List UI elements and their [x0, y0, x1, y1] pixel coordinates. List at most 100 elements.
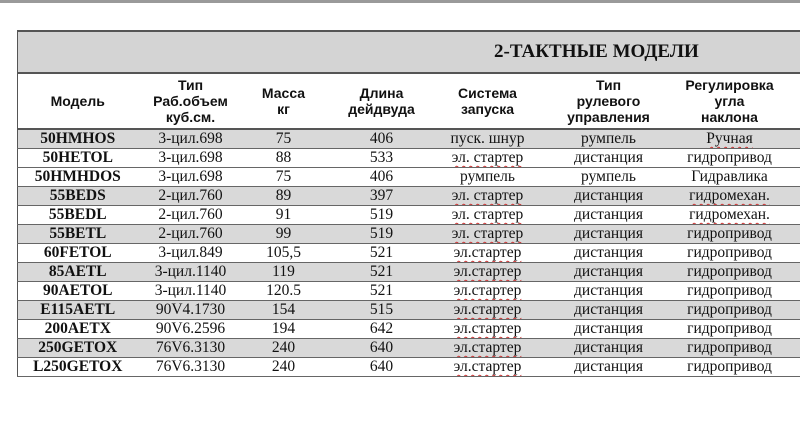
cell-extra: [777, 186, 800, 206]
cell-tilt: гидропривод: [681, 300, 778, 320]
cell-start: эл.стартер: [439, 319, 536, 339]
cell-mass: 75: [243, 167, 324, 187]
cell-type: 3-цил.698: [137, 129, 244, 149]
cell-mass: 88: [243, 148, 324, 168]
cell-text: 3-цил.1140: [154, 263, 227, 280]
cell-text: 642: [369, 320, 394, 337]
table-row: E115AETL 90V4.1730 154 515 эл.стартер дистанц…: [17, 300, 800, 320]
cell-extra: [777, 148, 800, 168]
cell-text: 2-цил.760: [158, 206, 223, 223]
cell-text: гидропривод: [687, 263, 772, 280]
cell-steering: дистанция: [535, 243, 682, 263]
cell-text: эл.стартер: [453, 301, 522, 318]
cell-text: гидромехан.: [689, 206, 770, 223]
table-row: 60FETOL 3-цил.849 105,5 521 эл.стартер дистан…: [17, 243, 800, 263]
cell-mass: 105,5: [243, 243, 324, 263]
cell-model: 55BEDL: [17, 205, 138, 225]
cell-model: 50HMHDOS: [17, 167, 138, 187]
cell-text: 55BETL: [49, 225, 107, 242]
cell-start: эл. стартер: [439, 186, 536, 206]
cell-text: 200AETX: [44, 320, 111, 337]
cell-text: 50HMHOS: [40, 130, 116, 147]
cell-text: 154: [271, 301, 296, 318]
cell-tilt: гидропривод: [681, 281, 778, 301]
top-divider: [0, 0, 800, 3]
cell-extra: [777, 243, 800, 263]
cell-extra: [777, 338, 800, 358]
cell-text: 50HETOL: [42, 149, 113, 166]
cell-mass: 99: [243, 224, 324, 244]
cell-text: дистанция: [574, 149, 643, 166]
cell-steering: румпель: [535, 129, 682, 149]
cell-model: 50HETOL: [17, 148, 138, 168]
cell-mass: 120.5: [243, 281, 324, 301]
cell-text: 250GETOX: [38, 339, 118, 356]
cell-text: 90V6.2596: [155, 320, 226, 337]
cell-extra: [777, 357, 800, 377]
title-band: 2-ТАКТНЫЕ МОДЕЛИ: [16, 30, 800, 74]
cell-steering: дистанция: [535, 205, 682, 225]
cell-steering: дистанция: [535, 300, 682, 320]
cell-text: 3-цил.849: [158, 244, 223, 261]
cell-steering: дистанция: [535, 357, 682, 377]
cell-model: 55BEDS: [17, 186, 138, 206]
cell-text: 105,5: [266, 244, 301, 261]
cell-text: 521: [369, 282, 394, 299]
cell-text: 75: [275, 130, 292, 147]
column-header-steering: Тип рулевого управления: [535, 73, 682, 130]
cell-length: 515: [323, 300, 440, 320]
column-header-mass: Масса кг: [243, 73, 324, 130]
cell-tilt: гидропривод: [681, 224, 778, 244]
cell-text: 99: [275, 225, 292, 242]
cell-steering: румпель: [535, 167, 682, 187]
cell-text: 640: [369, 358, 394, 375]
cell-text: 3-цил.698: [158, 168, 223, 185]
cell-text: дистанция: [574, 320, 643, 337]
cell-tilt: гидропривод: [681, 338, 778, 358]
cell-tilt: гидромехан.: [681, 186, 778, 206]
table-row: 55BEDS 2-цил.760 89 397 эл. стартер дистанция…: [17, 186, 800, 206]
cell-text: Ручная: [706, 130, 753, 147]
cell-text: 519: [369, 206, 394, 223]
cell-model: 90AETOL: [17, 281, 138, 301]
cell-length: 406: [323, 167, 440, 187]
cell-text: дистанция: [574, 187, 643, 204]
cell-text: 91: [275, 206, 292, 223]
cell-mass: 240: [243, 338, 324, 358]
cell-length: 521: [323, 243, 440, 263]
cell-text: эл.стартер: [453, 263, 522, 280]
cell-text: 119: [272, 263, 295, 280]
cell-text: 90AETOL: [43, 282, 113, 299]
cell-extra: [777, 167, 800, 187]
cell-type: 3-цил.698: [137, 148, 244, 168]
cell-text: 89: [275, 187, 292, 204]
cell-text: гидропривод: [687, 301, 772, 318]
cell-text: эл.стартер: [453, 244, 522, 261]
cell-mass: 240: [243, 357, 324, 377]
cell-text: 50HMHDOS: [34, 168, 121, 185]
table-row: 50HETOL 3-цил.698 88 533 эл. стартер дистанци…: [17, 148, 800, 168]
cell-text: 3-цил.1140: [154, 282, 227, 299]
cell-length: 406: [323, 129, 440, 149]
cell-mass: 119: [243, 262, 324, 282]
cell-text: L250GETOX: [33, 358, 123, 375]
cell-model: 50HMHOS: [17, 129, 138, 149]
cell-text: дистанция: [574, 244, 643, 261]
cell-text: эл. стартер: [451, 206, 524, 223]
cell-text: 76V6.3130: [155, 339, 226, 356]
cell-text: гидропривод: [687, 149, 772, 166]
cell-steering: дистанция: [535, 319, 682, 339]
cell-start: эл. стартер: [439, 224, 536, 244]
cell-start: румпель: [439, 167, 536, 187]
cell-start: эл.стартер: [439, 357, 536, 377]
cell-type: 2-цил.760: [137, 205, 244, 225]
cell-type: 3-цил.1140: [137, 281, 244, 301]
cell-text: дистанция: [574, 225, 643, 242]
cell-extra: [777, 281, 800, 301]
cell-text: 521: [369, 263, 394, 280]
cell-extra: [777, 319, 800, 339]
cell-text: дистанция: [574, 301, 643, 318]
table-row: 50HMHOS 3-цил.698 75 406 пуск. шнур румпель Ру…: [17, 129, 800, 149]
table-row: 55BEDL 2-цил.760 91 519 эл. стартер дистанция…: [17, 205, 800, 225]
cell-length: 519: [323, 224, 440, 244]
